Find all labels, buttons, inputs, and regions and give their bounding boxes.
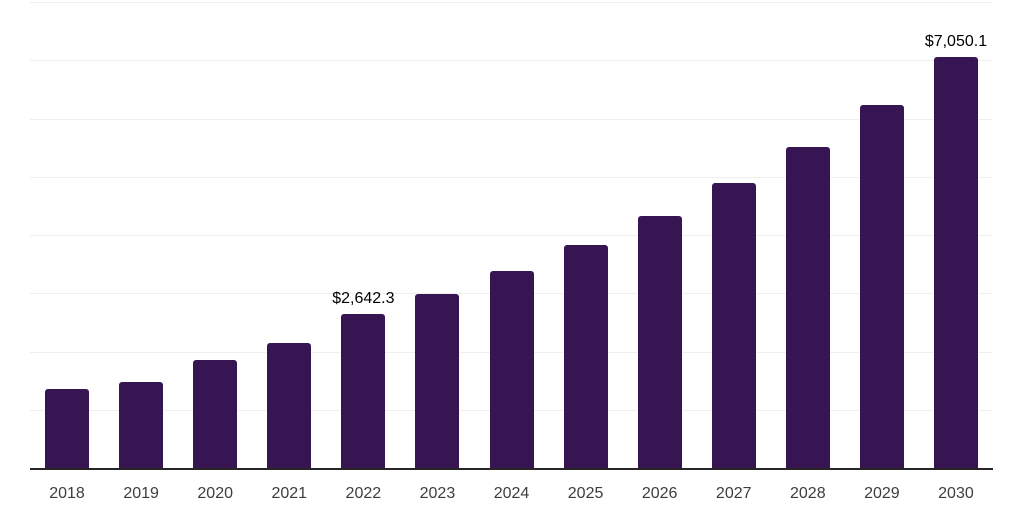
- bar-2027: [711, 183, 756, 468]
- bar-2025: [563, 244, 608, 468]
- plot-area: $2,642.3 $7,050.1: [30, 2, 993, 470]
- gridline: [30, 60, 993, 62]
- gridline: [30, 176, 993, 178]
- bar-2021: [267, 343, 312, 468]
- bar-2018: [45, 389, 90, 468]
- x-tick-label-2023: 2023: [419, 485, 456, 502]
- x-tick-label-2029: 2029: [864, 485, 900, 502]
- bar-2029: [859, 105, 904, 468]
- data-label-2030: $7,050.1: [924, 33, 988, 51]
- bar-2028: [785, 146, 830, 468]
- x-tick-label-2022: 2022: [345, 485, 382, 502]
- x-tick-label-2026: 2026: [641, 485, 678, 502]
- bar-2020: [193, 359, 238, 468]
- bar-2019: [119, 381, 164, 468]
- gridline: [30, 118, 993, 120]
- bar-2024: [489, 271, 534, 468]
- data-label-2022: $2,642.3: [332, 290, 395, 308]
- bar-2030: [933, 57, 978, 468]
- x-tick-label-2027: 2027: [715, 485, 752, 502]
- x-axis: 2018 2019 2020 2021 2022 2023 2024 2025 2026 2027…: [30, 485, 993, 505]
- x-tick-label-2030: 2030: [938, 485, 974, 502]
- x-tick-label-2021: 2021: [271, 485, 308, 502]
- bar-2022: [341, 314, 386, 468]
- x-tick-label-2025: 2025: [567, 485, 604, 502]
- bar-2023: [415, 294, 460, 468]
- gridline: [30, 2, 993, 3]
- x-tick-label-2019: 2019: [123, 485, 159, 502]
- x-tick-label-2020: 2020: [197, 485, 233, 502]
- x-tick-label-2018: 2018: [49, 485, 85, 502]
- bar-2026: [637, 216, 682, 468]
- x-tick-label-2028: 2028: [790, 485, 826, 502]
- x-tick-label-2024: 2024: [493, 485, 530, 502]
- gridline: [30, 235, 993, 236]
